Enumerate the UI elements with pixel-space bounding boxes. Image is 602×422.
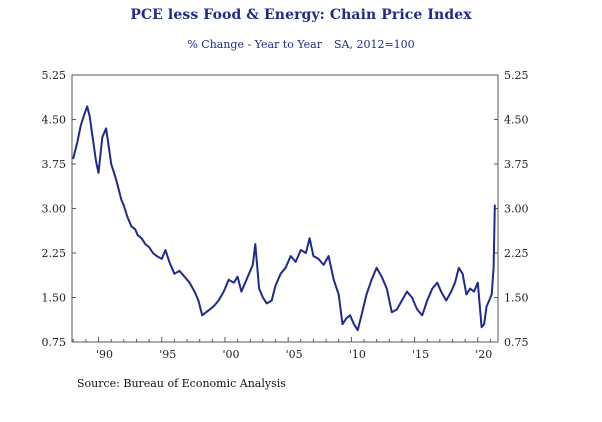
y-left-tick-label: 4.50 [42,114,67,127]
subtitle-measure: % Change - Year to Year [187,38,322,51]
subtitle-basis: SA, 2012=100 [333,38,415,51]
y-right-tick-label: 0.75 [504,336,529,349]
x-tick-label: '95 [159,348,176,361]
x-tick-label: '15 [412,348,429,361]
y-axis-right: 0.75 1.50 2.25 3.00 3.75 4.50 5.25 [494,69,529,349]
plot-frame [71,74,499,343]
y-left-tick-label: 0.75 [42,336,67,349]
x-tick-label: '10 [349,348,366,361]
y-left-tick-label: 3.00 [42,203,67,216]
y-right-tick-label: 1.50 [504,292,529,305]
y-right-tick-label: 4.50 [504,114,529,127]
y-left-tick-label: 3.75 [42,158,67,171]
y-right-tick-label: 3.75 [504,158,529,171]
x-tick-label: '05 [286,348,303,361]
x-tick-label: '90 [96,348,113,361]
source-note: Source: Bureau of Economic Analysis [77,377,286,390]
y-right-tick-label: 5.25 [504,69,529,82]
chart-title: PCE less Food & Energy: Chain Price Inde… [130,7,472,23]
y-left-tick-label: 5.25 [42,69,67,82]
y-right-tick-label: 3.00 [504,203,529,216]
y-right-tick-label: 2.25 [504,247,529,260]
x-tick-label: '20 [475,348,492,361]
y-left-tick-label: 2.25 [42,247,67,260]
y-axis-left: 0.75 1.50 2.25 3.00 3.75 4.50 5.25 [42,69,76,349]
x-tick-label: '00 [222,348,239,361]
x-axis: '90 '95 '00 '05 '10 '15 '20 [72,337,492,361]
chart-subtitle: % Change - Year to Year SA, 2012=100 [0,38,602,51]
y-left-tick-label: 1.50 [42,292,67,305]
series-line [72,105,496,332]
